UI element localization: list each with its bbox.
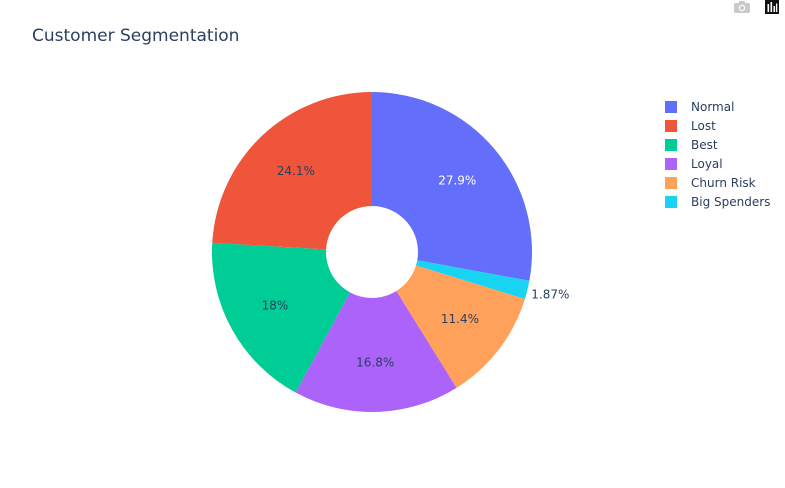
- pie-labels: 27.9% 1.87% 11.4% 16.8% 18% 24.1%: [262, 164, 570, 370]
- plotly-logo-icon[interactable]: [765, 0, 779, 14]
- slice-label-churn-risk: 11.4%: [441, 312, 479, 326]
- slice-label-big-spenders: 1.87%: [531, 287, 569, 301]
- slice-label-best: 18%: [262, 298, 289, 312]
- legend-item-big-spenders[interactable]: Big Spenders: [665, 195, 770, 209]
- legend-swatch: [665, 196, 677, 208]
- legend-item-churn-risk[interactable]: Churn Risk: [665, 176, 756, 190]
- legend-label: Normal: [691, 100, 734, 114]
- legend-swatch: [665, 101, 677, 113]
- legend-label: Loyal: [691, 157, 723, 171]
- pie-slice-loyal[interactable]: [295, 291, 457, 413]
- legend-swatch: [665, 158, 677, 170]
- legend-swatch: [665, 139, 677, 151]
- legend-item-loyal[interactable]: Loyal: [665, 157, 723, 171]
- legend-label: Churn Risk: [691, 176, 756, 190]
- pie-slice-best[interactable]: [212, 242, 351, 393]
- pie-slice-lost[interactable]: [212, 92, 372, 250]
- pie-slice-churn-risk[interactable]: [396, 265, 525, 388]
- pie-slices: [212, 92, 532, 413]
- legend-label: Big Spenders: [691, 195, 770, 209]
- legend-item-normal[interactable]: Normal: [665, 100, 734, 114]
- pie-slice-normal[interactable]: [372, 92, 532, 281]
- slice-label-normal: 27.9%: [438, 173, 476, 187]
- legend-swatch: [665, 177, 677, 189]
- pie-slice-big-spenders[interactable]: [415, 260, 530, 300]
- legend-label: Lost: [691, 119, 716, 133]
- legend: Normal Lost Best Loyal Churn Risk Big Spender…: [665, 100, 770, 209]
- chart-title: Customer Segmentation: [32, 26, 240, 46]
- camera-icon[interactable]: [733, 0, 751, 14]
- slice-label-loyal: 16.8%: [356, 355, 394, 369]
- legend-label: Best: [691, 138, 718, 152]
- modebar: [733, 0, 779, 16]
- legend-item-lost[interactable]: Lost: [665, 119, 716, 133]
- slice-label-lost: 24.1%: [277, 164, 315, 178]
- legend-swatch: [665, 120, 677, 132]
- legend-item-best[interactable]: Best: [665, 138, 718, 152]
